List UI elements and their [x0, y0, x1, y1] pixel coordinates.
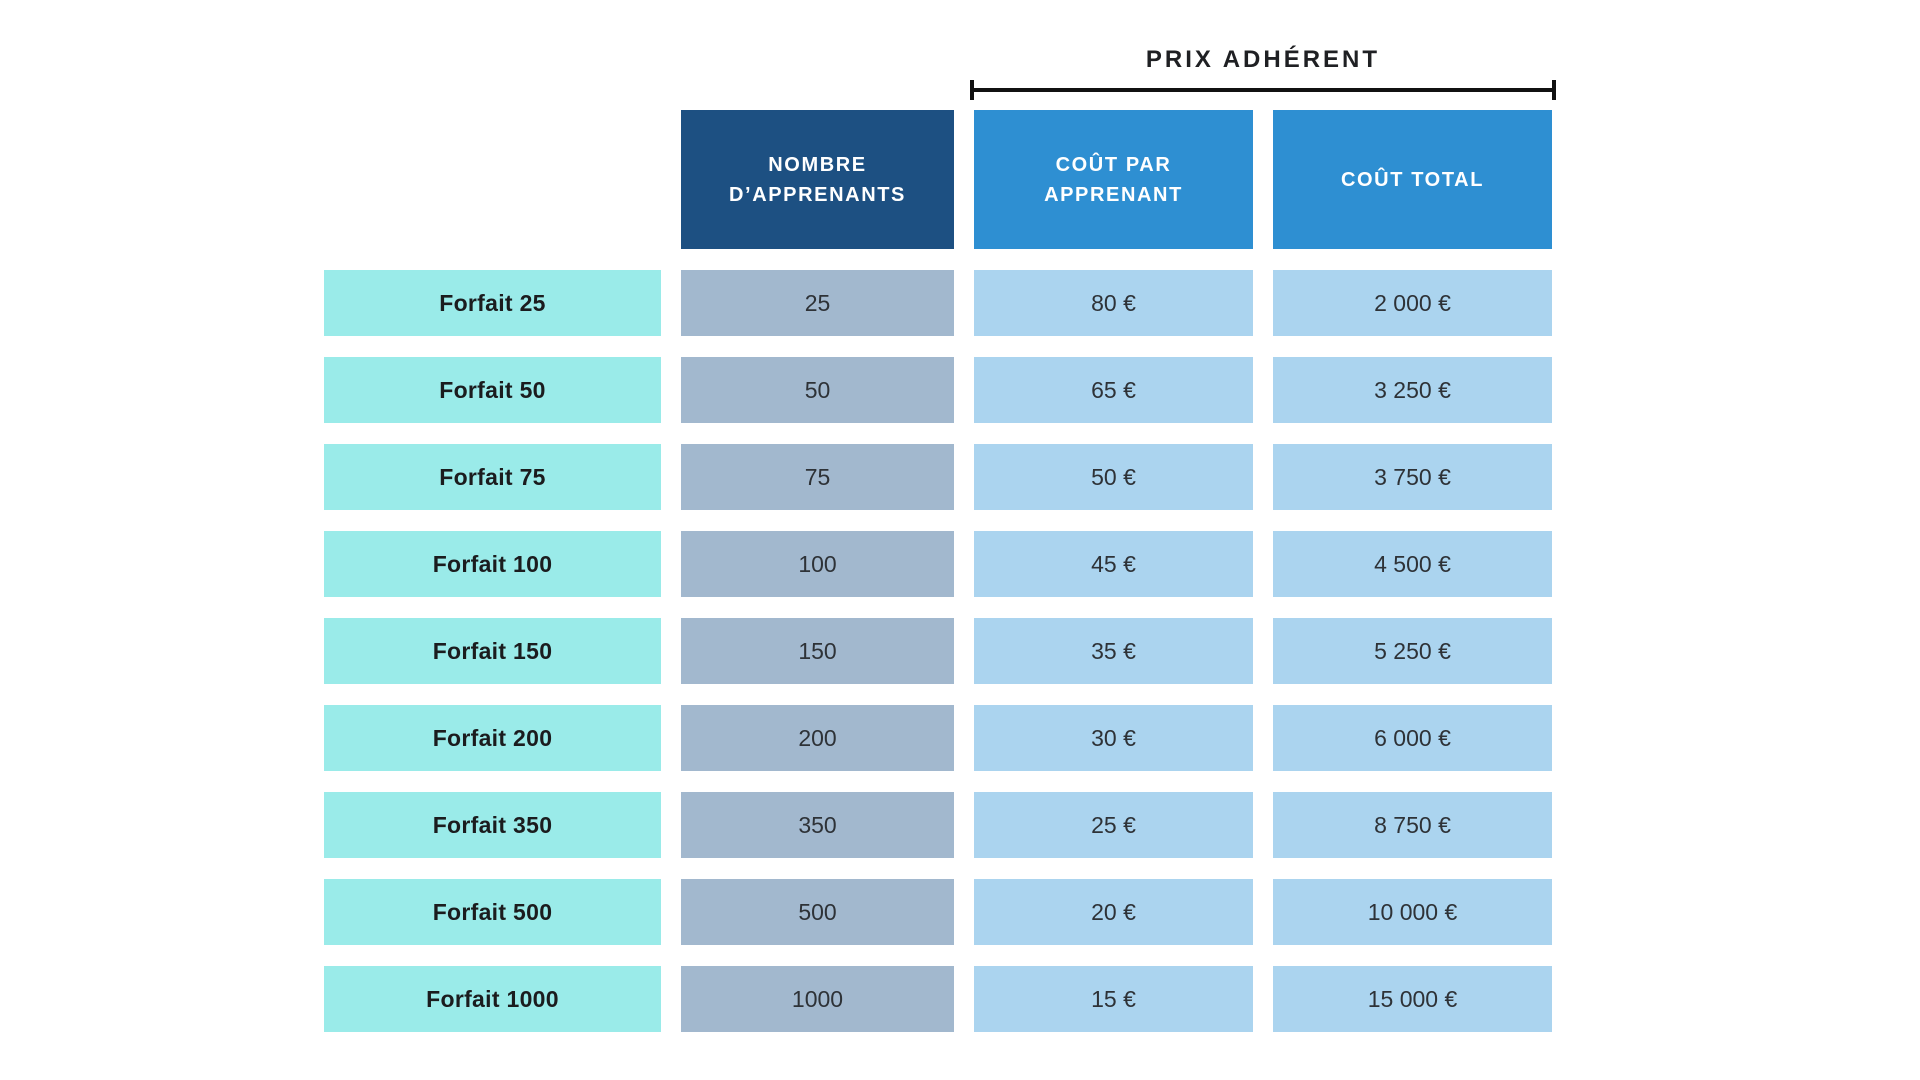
cost-per-learner-value: 35 €: [974, 618, 1253, 684]
total-cost-value: 6 000 €: [1273, 705, 1552, 771]
total-cost-value: 15 000 €: [1273, 966, 1552, 1032]
cost-per-learner-value: 80 €: [974, 270, 1253, 336]
total-cost-value: 5 250 €: [1273, 618, 1552, 684]
total-cost-value: 3 750 €: [1273, 444, 1552, 510]
cost-per-learner-value: 15 €: [974, 966, 1253, 1032]
row-label-forfait-350: Forfait 350: [324, 792, 661, 858]
learners-value: 150: [681, 618, 954, 684]
total-cost-value: 3 250 €: [1273, 357, 1552, 423]
row-label-forfait-200: Forfait 200: [324, 705, 661, 771]
cost-per-learner-value: 30 €: [974, 705, 1253, 771]
total-cost-value: 8 750 €: [1273, 792, 1552, 858]
row-label-forfait-500: Forfait 500: [324, 879, 661, 945]
learners-value: 100: [681, 531, 954, 597]
corner-spacer: [324, 110, 661, 249]
pricing-table: NOMBRE D’APPRENANTS COÛT PAR APPRENANT C…: [324, 110, 1552, 1032]
learners-value: 75: [681, 444, 954, 510]
column-header-cost-per-learner: COÛT PAR APPRENANT: [974, 110, 1253, 249]
learners-value: 500: [681, 879, 954, 945]
cost-per-learner-value: 50 €: [974, 444, 1253, 510]
cost-per-learner-value: 45 €: [974, 531, 1253, 597]
total-cost-value: 2 000 €: [1273, 270, 1552, 336]
row-label-forfait-75: Forfait 75: [324, 444, 661, 510]
total-cost-value: 4 500 €: [1273, 531, 1552, 597]
learners-value: 50: [681, 357, 954, 423]
column-header-learners: NOMBRE D’APPRENANTS: [681, 110, 954, 249]
row-label-forfait-50: Forfait 50: [324, 357, 661, 423]
row-label-forfait-100: Forfait 100: [324, 531, 661, 597]
column-header-total-cost: COÛT TOTAL: [1273, 110, 1552, 249]
row-label-forfait-1000: Forfait 1000: [324, 966, 661, 1032]
learners-value: 200: [681, 705, 954, 771]
cost-per-learner-value: 65 €: [974, 357, 1253, 423]
cost-per-learner-value: 20 €: [974, 879, 1253, 945]
bracket-line: [970, 80, 1556, 100]
row-label-forfait-25: Forfait 25: [324, 270, 661, 336]
cost-per-learner-value: 25 €: [974, 792, 1253, 858]
learners-value: 25: [681, 270, 954, 336]
learners-value: 1000: [681, 966, 954, 1032]
row-label-forfait-150: Forfait 150: [324, 618, 661, 684]
group-header-prix-adherent: PRIX ADHÉRENT: [1145, 46, 1381, 73]
total-cost-value: 10 000 €: [1273, 879, 1552, 945]
learners-value: 350: [681, 792, 954, 858]
